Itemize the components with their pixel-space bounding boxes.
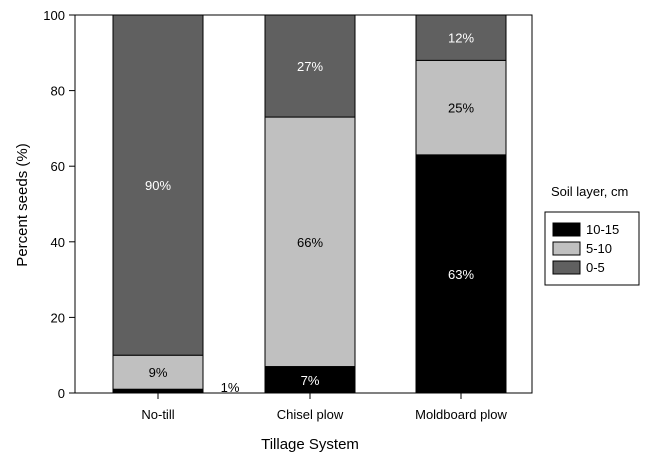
legend-title: Soil layer, cm xyxy=(551,184,628,199)
y-tick-label-80: 80 xyxy=(51,84,65,99)
bar-moldboard-plow-10-15 xyxy=(415,154,507,394)
x-tick-label-moldboard-plow: Moldboard plow xyxy=(415,407,507,422)
data-labels-group: 9% 90% 7% 66% 27% 63% 25% 12% 1% xyxy=(145,31,474,395)
axes-group: 0 20 40 60 80 100 No-till Chisel plow Moldboard … xyxy=(43,8,533,422)
x-tick-label-no-till: No-till xyxy=(141,407,174,422)
legend-label-0-5: 0-5 xyxy=(586,260,605,275)
bar-chisel-plow-5-10 xyxy=(264,116,356,368)
plot-frame xyxy=(74,14,533,394)
bar-moldboard-plow-0-5 xyxy=(415,14,507,61)
data-label-moldboard-plow-5-10: 25% xyxy=(448,101,474,116)
legend-swatch-0-5 xyxy=(552,260,581,275)
bar-no-till-0-5 xyxy=(112,14,204,356)
data-label-chisel-plow-5-10: 66% xyxy=(297,235,323,250)
y-tick-label-60: 60 xyxy=(51,159,65,174)
data-label-chisel-plow-10-15: 7% xyxy=(301,373,320,388)
y-tick-label-20: 20 xyxy=(51,310,65,325)
x-axis-title: Tillage System xyxy=(261,436,359,453)
data-label-moldboard-plow-0-5: 12% xyxy=(448,31,474,46)
x-tick-label-chisel-plow: Chisel plow xyxy=(277,407,344,422)
bar-no-till-10-15 xyxy=(112,388,204,394)
legend-swatch-10-15 xyxy=(552,222,581,237)
data-label-no-till-0-5: 90% xyxy=(145,178,171,193)
legend: Soil layer, cm 10-15 5-10 0-5 xyxy=(544,184,640,286)
legend-label-5-10: 5-10 xyxy=(586,241,612,256)
data-label-moldboard-plow-10-15: 63% xyxy=(448,267,474,282)
bar-no-till-5-10 xyxy=(112,354,204,390)
y-tick-label-100: 100 xyxy=(43,8,65,23)
data-label-no-till-5-10: 9% xyxy=(149,365,168,380)
y-tick-label-0: 0 xyxy=(58,386,65,401)
annotation-label-0: 1% xyxy=(221,380,240,395)
y-tick-label-40: 40 xyxy=(51,235,65,250)
legend-swatch-5-10 xyxy=(552,241,581,256)
y-axis-title: Percent seeds (%) xyxy=(14,143,31,266)
data-label-chisel-plow-0-5: 27% xyxy=(297,59,323,74)
legend-label-10-15: 10-15 xyxy=(586,222,619,237)
bar-chisel-plow-10-15 xyxy=(264,366,356,394)
bar-moldboard-plow-5-10 xyxy=(415,59,507,156)
